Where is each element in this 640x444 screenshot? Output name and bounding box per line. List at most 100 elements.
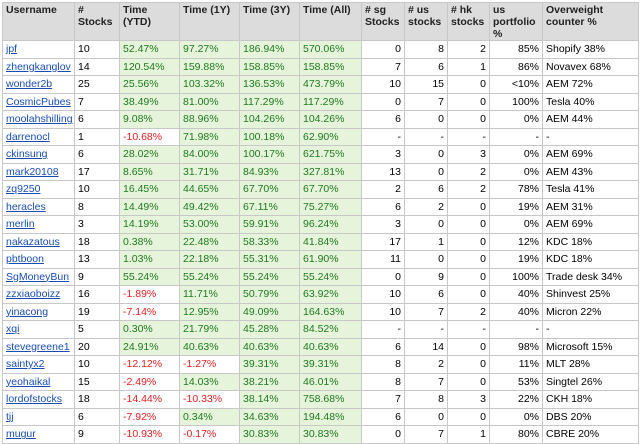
table-cell: 19 xyxy=(74,302,120,321)
username-link[interactable]: yinacong xyxy=(6,305,49,318)
table-cell: 86% xyxy=(489,57,543,76)
column-header: # Stocks xyxy=(74,2,120,41)
table-cell: KDC 18% xyxy=(542,250,639,269)
username-link[interactable]: ckinsung xyxy=(6,148,48,161)
table-cell: -10.93% xyxy=(119,425,180,444)
username-link[interactable]: zq9250 xyxy=(6,183,41,196)
username-link[interactable]: wonder2b xyxy=(6,78,53,91)
table-cell: 0.30% xyxy=(119,320,180,339)
table-cell: 3 xyxy=(447,390,490,409)
table-cell: 117.29% xyxy=(239,92,300,111)
table-row: tjj 6 -7.92% 0.34% 34.63% 194.48% 6 0 0 0% DBS 20% xyxy=(2,407,639,426)
table-cell: 67.70% xyxy=(299,180,362,199)
table-cell: -0.17% xyxy=(179,425,240,444)
table-cell: 6 xyxy=(361,110,405,129)
table-cell: 0 xyxy=(447,92,490,111)
table-cell: 0 xyxy=(361,92,405,111)
table-cell: 8 xyxy=(361,372,405,391)
table-row: stevegreene1 20 24.91% 40.63% 40.63% 40.63% 6 1… xyxy=(2,337,639,356)
table-cell: 15 xyxy=(404,75,448,94)
table-cell: 97.27% xyxy=(179,40,240,59)
table-cell: 81.00% xyxy=(179,92,240,111)
username-link[interactable]: saintyx2 xyxy=(6,358,45,371)
table-row: jpf 10 52.47% 97.27% 186.94% 570.06% 0 8 2 85% Sho… xyxy=(2,40,639,59)
table-cell: 10 xyxy=(361,302,405,321)
table-cell: 30.83% xyxy=(299,425,362,444)
table-cell: 61.90% xyxy=(299,250,362,269)
table-cell: 0 xyxy=(447,110,490,129)
table-cell: 22.48% xyxy=(179,232,240,251)
username-cell: pbtboon xyxy=(2,250,75,269)
column-header: Time (YTD) xyxy=(119,2,180,41)
table-cell: 31.71% xyxy=(179,162,240,181)
username-link[interactable]: zzxiaoboizz xyxy=(6,288,61,301)
table-cell: 100% xyxy=(489,92,543,111)
username-link[interactable]: pbtboon xyxy=(6,253,44,266)
table-cell: 63.92% xyxy=(299,285,362,304)
table-cell: 67.70% xyxy=(239,180,300,199)
table-cell: 78% xyxy=(489,180,543,199)
table-cell: -14.44% xyxy=(119,390,180,409)
username-link[interactable]: xqi xyxy=(6,323,20,336)
table-cell: -1.27% xyxy=(179,355,240,374)
username-link[interactable]: nakazatous xyxy=(6,235,60,248)
table-row: mugur 9 -10.93% -0.17% 30.83% 30.83% 0 7 1 80% CBR… xyxy=(2,425,639,444)
username-link[interactable]: darrenocl xyxy=(6,130,50,143)
username-link[interactable]: zhengkanglov xyxy=(6,60,71,73)
table-cell: 0 xyxy=(447,75,490,94)
table-cell: 71.98% xyxy=(179,127,240,146)
username-link[interactable]: lordofstocks xyxy=(6,393,63,406)
table-cell: 59.91% xyxy=(239,215,300,234)
table-cell: 2 xyxy=(447,302,490,321)
table-cell: 11.71% xyxy=(179,285,240,304)
table-row: mark20108 17 8.65% 31.71% 84.93% 327.81% 13 0 2 0… xyxy=(2,162,639,181)
username-cell: nakazatous xyxy=(2,232,75,251)
table-row: CosmicPubes 7 38.49% 81.00% 117.29% 117.29% 0 7… xyxy=(2,92,639,111)
table-cell: 1 xyxy=(447,425,490,444)
table-row: heracles 8 14.49% 49.42% 67.11% 75.27% 6 2 0 19% A… xyxy=(2,197,639,216)
table-cell: AEM 43% xyxy=(542,162,639,181)
username-link[interactable]: heracles xyxy=(6,200,46,213)
table-cell: 158.85% xyxy=(239,57,300,76)
table-cell: 120.54% xyxy=(119,57,180,76)
table-cell: 9 xyxy=(74,267,120,286)
table-cell: <10% xyxy=(489,75,543,94)
table-cell: 7 xyxy=(404,372,448,391)
table-cell: - xyxy=(542,320,639,339)
username-link[interactable]: stevegreene1 xyxy=(6,340,70,353)
username-link[interactable]: SgMoneyBun xyxy=(6,270,70,283)
table-cell: 39.31% xyxy=(239,355,300,374)
table-cell: 24.91% xyxy=(119,337,180,356)
username-link[interactable]: moolahshilling xyxy=(6,113,73,126)
table-cell: 16 xyxy=(74,285,120,304)
table-cell: -10.68% xyxy=(119,127,180,146)
table-cell: 55.31% xyxy=(239,250,300,269)
table-cell: CBRE 20% xyxy=(542,425,639,444)
table-cell: 1 xyxy=(74,127,120,146)
table-cell: - xyxy=(404,320,448,339)
table-cell: 2 xyxy=(404,197,448,216)
username-cell: lordofstocks xyxy=(2,390,75,409)
table-row: wonder2b 25 25.56% 103.32% 136.53% 473.79% 10 1… xyxy=(2,75,639,94)
table-cell: 10 xyxy=(74,40,120,59)
table-cell: 1 xyxy=(404,232,448,251)
table-cell: 40% xyxy=(489,285,543,304)
username-link[interactable]: tjj xyxy=(6,410,14,423)
table-cell: 22.18% xyxy=(179,250,240,269)
username-link[interactable]: CosmicPubes xyxy=(6,95,71,108)
table-cell: 2 xyxy=(447,180,490,199)
table-cell: 0% xyxy=(489,110,543,129)
table-cell: AEM 72% xyxy=(542,75,639,94)
table-cell: -10.33% xyxy=(179,390,240,409)
username-link[interactable]: jpf xyxy=(6,43,18,56)
table-cell: 14 xyxy=(404,337,448,356)
username-link[interactable]: merlin xyxy=(6,218,35,231)
table-cell: AEM 44% xyxy=(542,110,639,129)
username-link[interactable]: yeohaikal xyxy=(6,375,51,388)
table-cell: 0 xyxy=(447,372,490,391)
table-cell: 14.19% xyxy=(119,215,180,234)
username-link[interactable]: mugur xyxy=(6,428,36,441)
table-cell: 7 xyxy=(404,92,448,111)
username-link[interactable]: mark20108 xyxy=(6,165,59,178)
